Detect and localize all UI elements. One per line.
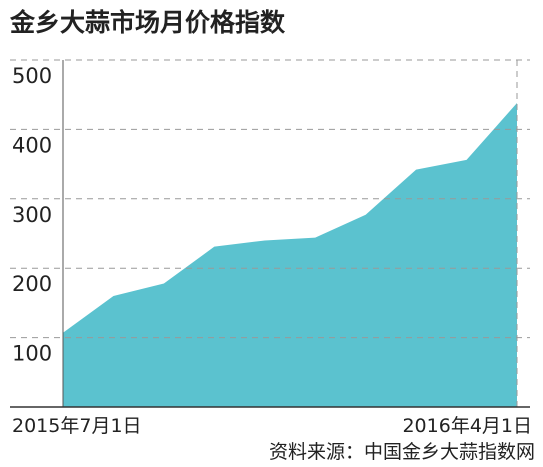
x-tick-label: 2016年4月1日 bbox=[402, 415, 532, 437]
y-tick-label: 500 bbox=[12, 64, 52, 88]
y-tick-label: 400 bbox=[12, 133, 52, 157]
y-tick-label: 300 bbox=[12, 203, 52, 227]
x-tick-label: 2015年7月1日 bbox=[12, 415, 142, 437]
y-tick-label: 200 bbox=[12, 272, 52, 296]
chart-title: 金乡大蒜市场月价格指数 bbox=[9, 8, 286, 37]
area bbox=[63, 103, 517, 407]
source-note: 资料来源：中国金乡大蒜指数网 bbox=[269, 441, 535, 463]
y-tick-label: 100 bbox=[12, 342, 52, 366]
